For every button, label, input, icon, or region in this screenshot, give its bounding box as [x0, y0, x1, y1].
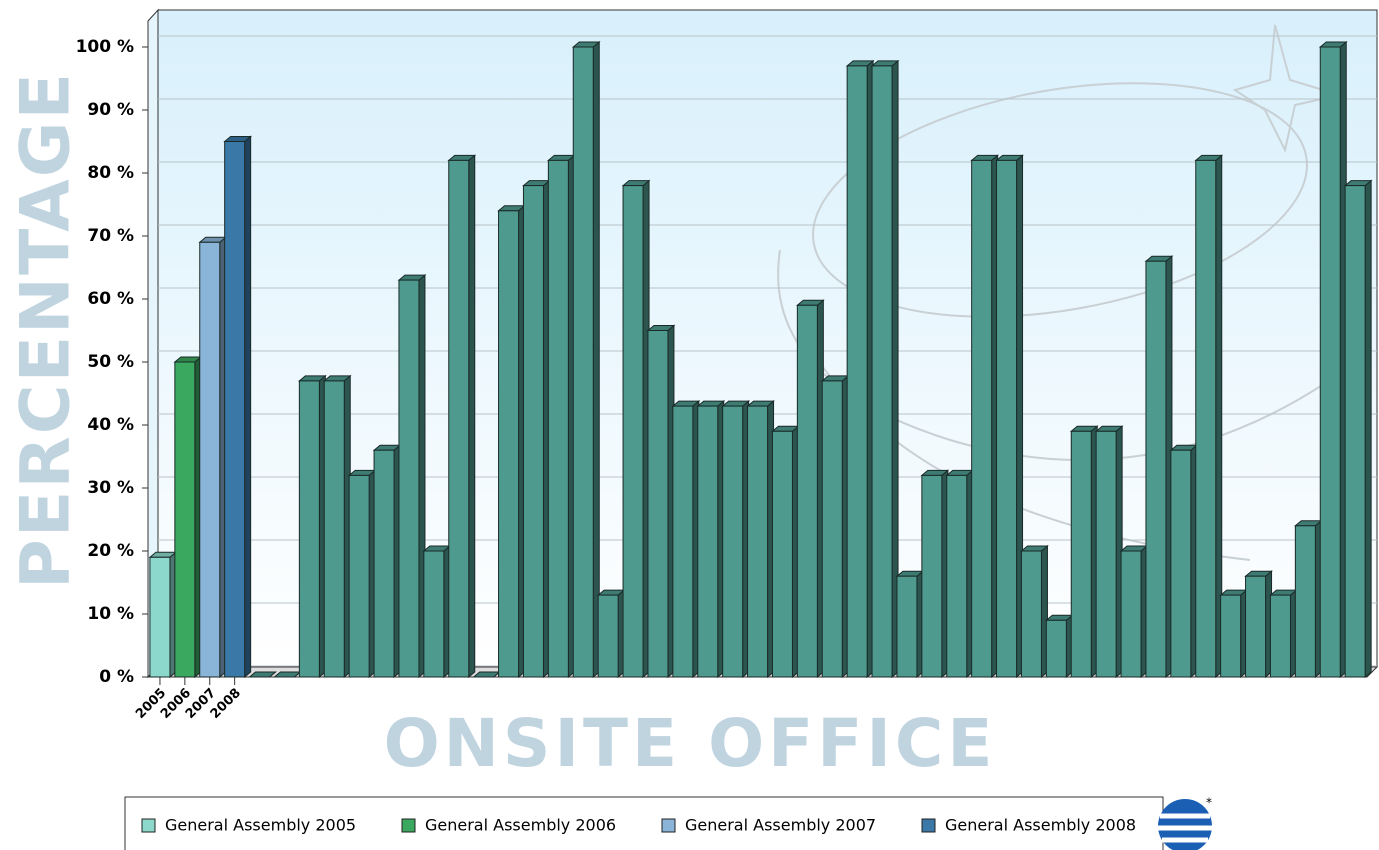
y-tick-label: 20 % — [87, 541, 134, 561]
bar-side — [244, 135, 252, 679]
att-logo: * — [1158, 796, 1212, 850]
bar — [572, 46, 594, 678]
bar — [1269, 594, 1291, 678]
bar — [971, 159, 993, 678]
bar — [423, 550, 445, 678]
y-tick-label: 70 % — [87, 226, 134, 246]
y-tick-label: 90 % — [87, 100, 134, 120]
bar — [1045, 619, 1067, 678]
bar — [1245, 575, 1267, 678]
bar — [771, 430, 793, 678]
bar — [1120, 550, 1142, 678]
legend-swatch — [401, 818, 416, 833]
legend-label: General Assembly 2005 — [165, 816, 356, 835]
bar — [547, 159, 569, 678]
bar — [796, 304, 818, 678]
bar — [1020, 550, 1042, 678]
bar — [224, 141, 246, 678]
bar — [1170, 449, 1192, 678]
bar-top — [248, 671, 277, 678]
bar — [946, 474, 968, 678]
bar — [672, 405, 694, 678]
logo-mark: * — [1206, 796, 1212, 810]
bar — [1294, 525, 1316, 678]
bar — [722, 405, 744, 678]
legend-label: General Assembly 2006 — [425, 816, 616, 835]
bar — [149, 556, 171, 678]
bar-side — [468, 154, 476, 679]
y-tick-label: 60 % — [87, 289, 134, 309]
bar — [896, 575, 918, 678]
y-tick-label: 30 % — [87, 478, 134, 498]
legend-label: General Assembly 2007 — [685, 816, 876, 835]
legend — [124, 796, 1164, 850]
y-axis-label: PERCENTAGE — [7, 71, 86, 589]
bar — [522, 185, 544, 678]
bar — [697, 405, 719, 678]
y-tick-label: 40 % — [87, 415, 134, 435]
bar — [597, 594, 619, 678]
bar — [1095, 430, 1117, 678]
x-axis-label: ONSITE OFFICE — [384, 705, 997, 782]
bar — [1145, 260, 1167, 678]
bar — [1344, 185, 1366, 678]
y-tick-label: 80 % — [87, 163, 134, 183]
bar — [1220, 594, 1242, 678]
bar — [174, 361, 196, 678]
bar — [448, 159, 470, 678]
bar — [622, 185, 644, 678]
bar — [1319, 46, 1341, 678]
legend-swatch — [141, 818, 156, 833]
bar — [323, 380, 345, 678]
y-tick-label: 0 % — [99, 667, 134, 687]
bar — [747, 405, 769, 678]
bar — [1070, 430, 1092, 678]
bar — [846, 65, 868, 678]
bar — [1195, 159, 1217, 678]
y-tick-label: 100 % — [76, 37, 134, 57]
bar — [871, 65, 893, 678]
bar-side — [592, 40, 600, 679]
legend-swatch — [661, 818, 676, 833]
bar — [498, 210, 520, 678]
bar — [821, 380, 843, 678]
y-tick-label: 50 % — [87, 352, 134, 372]
bar — [199, 241, 221, 678]
bar — [921, 474, 943, 678]
bar — [348, 474, 370, 678]
legend-label: General Assembly 2008 — [945, 816, 1136, 835]
bar — [996, 159, 1018, 678]
bar — [647, 330, 669, 678]
legend-swatch — [921, 818, 936, 833]
bar — [298, 380, 320, 678]
bar — [373, 449, 395, 678]
y-tick-label: 10 % — [87, 604, 134, 624]
bar-side — [1364, 179, 1372, 679]
bar — [398, 279, 420, 678]
